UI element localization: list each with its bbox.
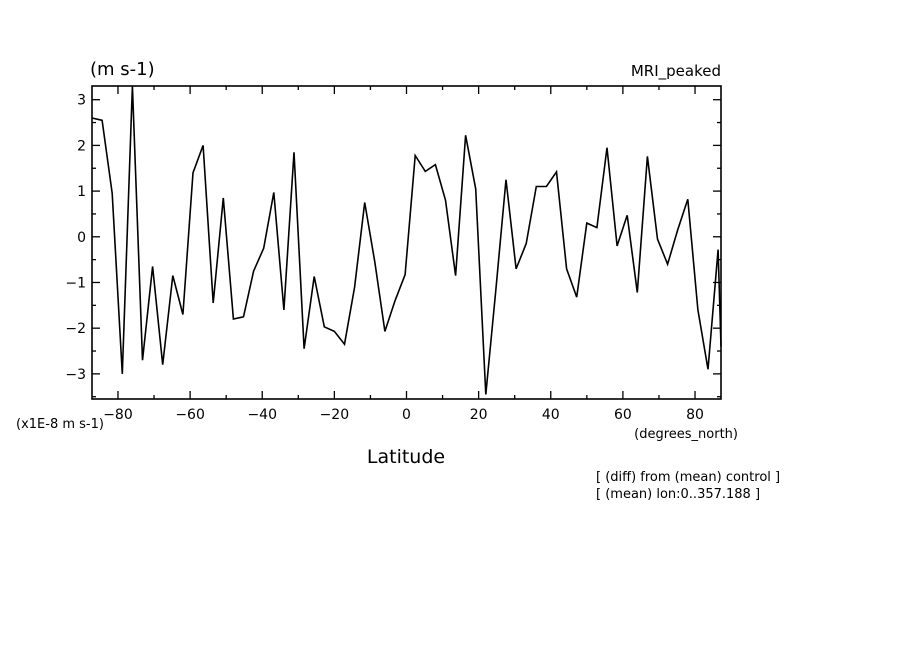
y-tick-label: 0 [77, 230, 86, 246]
series-line [91, 85, 722, 395]
chart-units-title: (m s-1) [90, 59, 155, 80]
x-axis-unit: (degrees_north) [634, 427, 738, 442]
y-tick-label: 1 [77, 184, 86, 200]
y-tick-label: −1 [65, 275, 86, 291]
chart-dataset-label: MRI_peaked [631, 62, 721, 81]
x-tick-label: 20 [470, 407, 488, 423]
annotation-mean: [ (mean) lon:0..357.188 ] [596, 487, 760, 502]
axis-tick-labels: −80 −60 −40 −20 0 20 40 60 80 −3 −2 −1 0 1 2 3 [65, 93, 704, 423]
axis-ticks [92, 86, 721, 399]
x-tick-label: −20 [320, 407, 350, 423]
x-axis-label: Latitude [367, 446, 445, 468]
annotation-diff: [ (diff) from (mean) control ] [596, 470, 780, 485]
x-tick-label: 0 [402, 407, 411, 423]
y-tick-label: 3 [77, 93, 86, 109]
x-tick-label: −80 [103, 407, 133, 423]
y-tick-label: −2 [65, 321, 86, 337]
y-scale-note: (x1E-8 m s-1) [16, 417, 104, 432]
x-tick-label: 80 [686, 407, 704, 423]
x-tick-label: −40 [247, 407, 277, 423]
x-tick-label: 40 [542, 407, 560, 423]
x-tick-label: 60 [614, 407, 632, 423]
plot-frame [91, 85, 722, 400]
y-tick-label: 2 [77, 138, 86, 154]
y-tick-label: −3 [65, 367, 86, 383]
x-tick-label: −60 [175, 407, 205, 423]
